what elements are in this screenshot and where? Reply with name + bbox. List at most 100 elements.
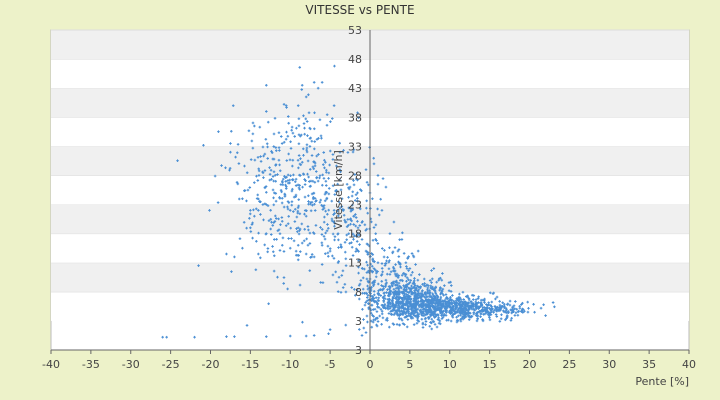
data-point — [325, 113, 329, 116]
data-point — [400, 278, 404, 282]
data-point — [486, 312, 490, 316]
data-point — [304, 334, 308, 338]
data-point — [235, 181, 239, 184]
data-point — [382, 292, 386, 295]
data-point — [414, 298, 418, 302]
data-point — [460, 310, 463, 314]
data-point — [544, 314, 547, 317]
data-point — [395, 300, 399, 303]
data-point — [363, 303, 367, 307]
data-point — [333, 238, 336, 242]
data-point — [493, 309, 496, 312]
x-tick-label: 10 — [443, 358, 457, 371]
data-point — [303, 212, 306, 216]
data-point — [372, 299, 375, 302]
data-point — [367, 183, 370, 187]
data-point — [280, 219, 284, 223]
data-point — [373, 293, 376, 297]
data-point — [224, 166, 227, 170]
data-point — [261, 171, 265, 175]
data-point — [510, 316, 513, 320]
data-point — [327, 332, 330, 336]
data-point — [388, 246, 391, 250]
data-point — [367, 280, 370, 284]
data-point — [395, 281, 399, 284]
data-point — [391, 302, 394, 305]
data-point — [407, 291, 411, 294]
data-point — [301, 147, 305, 151]
data-point — [399, 317, 403, 321]
data-point — [402, 302, 405, 306]
data-point — [438, 319, 442, 323]
data-point — [356, 111, 359, 115]
data-point — [228, 168, 231, 172]
data-point — [377, 296, 381, 300]
data-point — [401, 298, 404, 301]
data-point — [307, 175, 310, 179]
data-point — [320, 233, 324, 236]
x-tick-label: -10 — [281, 358, 299, 371]
data-point — [366, 269, 370, 273]
data-point — [441, 303, 444, 307]
data-point — [431, 311, 434, 315]
data-point — [296, 226, 300, 230]
data-point — [385, 272, 389, 276]
data-point — [340, 197, 344, 201]
data-point — [455, 311, 458, 314]
x-tick-label: 5 — [406, 358, 413, 371]
data-point — [272, 221, 276, 224]
data-point — [274, 146, 278, 149]
data-point — [402, 272, 405, 275]
data-point — [539, 306, 543, 310]
data-point — [176, 159, 179, 162]
data-point — [165, 335, 168, 339]
data-point — [342, 149, 345, 152]
data-point — [277, 217, 280, 221]
data-point — [354, 294, 357, 297]
data-point — [376, 320, 380, 323]
data-point — [272, 179, 275, 183]
data-point — [336, 209, 339, 213]
data-point — [471, 302, 475, 306]
data-point — [338, 150, 342, 154]
data-point — [277, 131, 281, 135]
data-point — [284, 176, 287, 179]
data-point — [410, 312, 414, 316]
data-point — [483, 301, 486, 304]
data-point — [439, 276, 442, 280]
data-point — [241, 246, 244, 250]
data-point — [427, 303, 430, 306]
data-point — [380, 288, 384, 291]
data-point — [313, 111, 316, 115]
data-point — [328, 249, 332, 253]
data-point — [425, 308, 428, 312]
data-point — [401, 306, 405, 309]
data-point — [279, 135, 283, 138]
data-point — [457, 297, 460, 301]
data-point — [422, 314, 426, 318]
data-point — [302, 154, 305, 157]
data-point — [388, 307, 392, 310]
x-tick-label: -25 — [162, 358, 180, 371]
data-point — [397, 281, 401, 285]
data-point — [344, 290, 348, 294]
data-point — [444, 297, 448, 301]
data-point — [306, 172, 309, 176]
data-point — [426, 316, 430, 319]
data-point — [354, 224, 357, 228]
data-point — [333, 64, 336, 68]
data-point — [251, 132, 255, 136]
data-point — [285, 159, 289, 162]
data-point — [418, 303, 422, 307]
data-point — [472, 307, 475, 311]
data-point — [295, 227, 298, 230]
data-point — [387, 312, 391, 315]
data-point — [303, 183, 307, 186]
data-point — [337, 275, 341, 279]
data-point — [268, 178, 272, 182]
data-point — [296, 104, 300, 107]
data-point — [274, 214, 277, 218]
data-point — [415, 311, 419, 314]
data-point — [412, 285, 416, 289]
data-point — [371, 320, 375, 324]
